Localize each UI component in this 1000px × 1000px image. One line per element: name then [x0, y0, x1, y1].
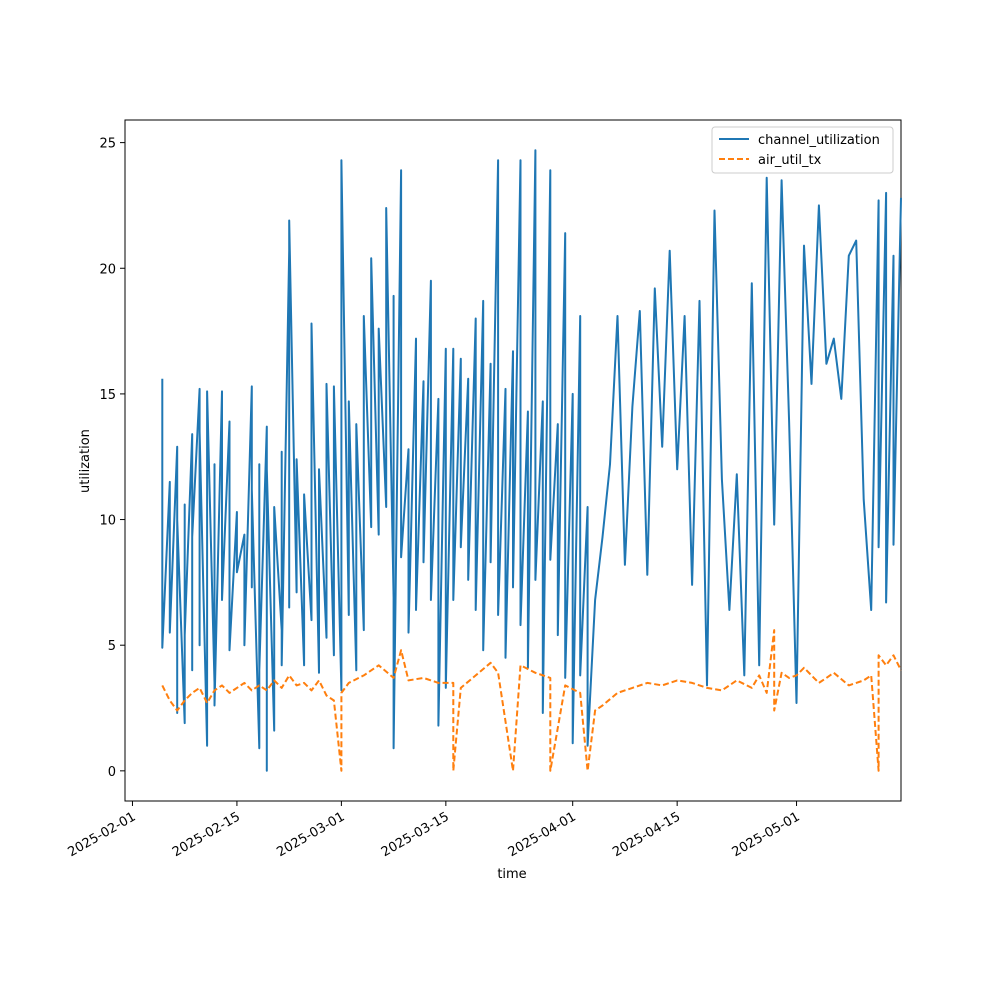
legend-box [711, 126, 894, 174]
x-axis-label: time [497, 867, 526, 882]
legend-label-air-util-tx: air_util_tx [758, 153, 822, 168]
x-tick-label: 2025-05-01 [730, 809, 803, 860]
x-tick-label: 2025-04-01 [506, 809, 579, 860]
y-axis-ticks: 0 5 10 15 20 25 [99, 137, 125, 780]
legend-label-channel-utilization: channel_utilization [758, 133, 880, 148]
x-axis-ticks: 2025-02-01 2025-02-15 2025-03-01 2025-03-15… [66, 801, 803, 860]
y-tick-label: 25 [99, 137, 116, 152]
plot-lines [161, 149, 902, 772]
y-axis-label: utilization [78, 429, 93, 493]
y-tick-label: 20 [99, 262, 116, 277]
series-line-air-util-tx [161, 629, 902, 772]
legend: channel_utilization air_util_tx [711, 126, 894, 174]
x-tick-label: 2025-03-01 [274, 809, 347, 860]
y-tick-label: 0 [108, 765, 116, 780]
y-tick-label: 5 [108, 639, 116, 654]
x-tick-label: 2025-02-15 [170, 809, 243, 860]
y-tick-label: 15 [99, 388, 116, 403]
x-tick-label: 2025-04-15 [610, 809, 683, 860]
y-tick-label: 10 [99, 514, 116, 529]
series-line-channel-utilization [161, 149, 902, 772]
x-tick-label: 2025-02-01 [66, 809, 139, 860]
x-tick-label: 2025-03-15 [379, 809, 452, 860]
